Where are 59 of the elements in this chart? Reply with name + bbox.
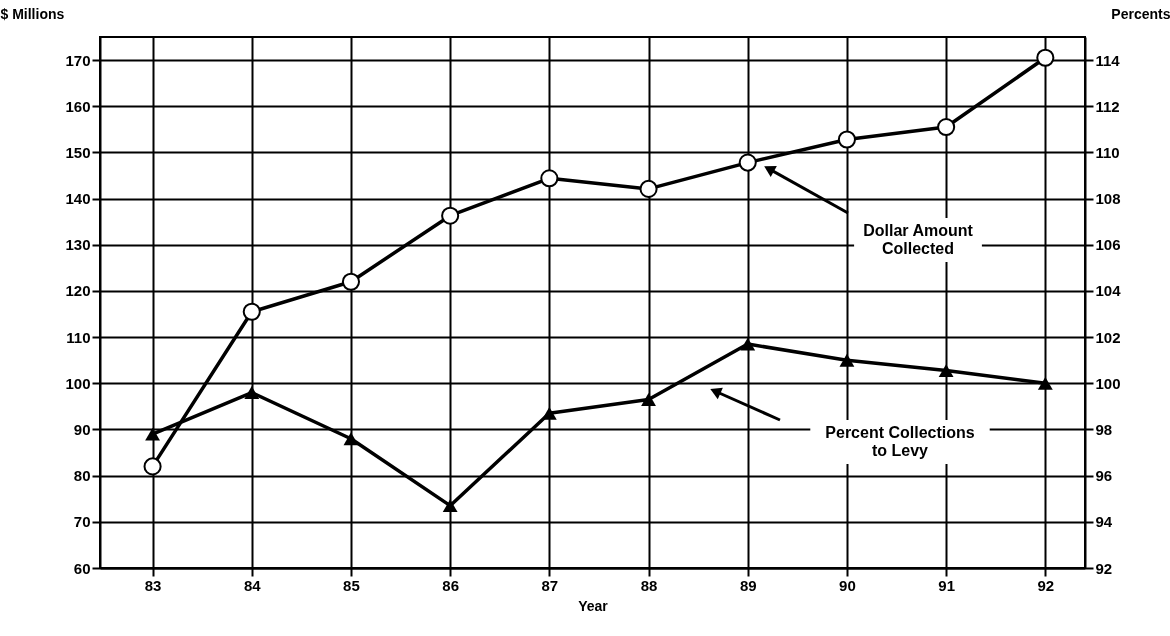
point bbox=[639, 179, 658, 198]
point bbox=[1036, 48, 1055, 67]
x-axis-title: Year bbox=[578, 597, 609, 614]
y-tick-label: 130 bbox=[65, 236, 91, 254]
point bbox=[143, 457, 162, 476]
point bbox=[1037, 376, 1053, 390]
point bbox=[937, 117, 956, 137]
y2-tick-label: 114 bbox=[1095, 51, 1121, 69]
x-tick-label: 84 bbox=[243, 576, 262, 594]
point bbox=[839, 353, 855, 367]
y-tick-label: 100 bbox=[65, 374, 91, 392]
point bbox=[541, 406, 557, 420]
y-tick-label: 160 bbox=[65, 97, 91, 115]
y2-tick-label: 94 bbox=[1095, 513, 1113, 531]
x-tick-label: 83 bbox=[144, 576, 162, 594]
y-tick-label: 150 bbox=[65, 143, 91, 161]
point bbox=[244, 386, 260, 399]
y2-axis-title: Percents bbox=[1111, 5, 1170, 22]
x-tick-label: 85 bbox=[343, 576, 360, 594]
y-axis-title: $ Millions bbox=[0, 5, 65, 22]
y-tick-label: 140 bbox=[65, 190, 91, 208]
y2-tick-label: 96 bbox=[1095, 467, 1113, 485]
x-tick-label: 92 bbox=[1037, 576, 1055, 594]
annotation: Dollar Amount Collected bbox=[863, 222, 974, 257]
point bbox=[343, 432, 359, 446]
point bbox=[938, 364, 954, 378]
y2-tick-label: 98 bbox=[1095, 420, 1113, 438]
y-tick-label: 60 bbox=[73, 559, 91, 577]
x-tick-label: 89 bbox=[739, 576, 757, 594]
point bbox=[341, 272, 361, 291]
y2-tick-label: 104 bbox=[1095, 282, 1122, 300]
y-tick-label: 120 bbox=[65, 282, 91, 300]
point bbox=[837, 130, 856, 149]
x-tick-label: 91 bbox=[938, 576, 955, 594]
y2-tick-label: 108 bbox=[1095, 190, 1121, 208]
y-tick-label: 110 bbox=[66, 328, 91, 346]
y2-tick-label: 102 bbox=[1095, 328, 1121, 346]
point bbox=[738, 153, 757, 172]
x-tick-label: 88 bbox=[640, 576, 658, 594]
x-tick-label: 87 bbox=[541, 576, 559, 594]
point bbox=[242, 302, 261, 321]
x-tick-label: 86 bbox=[442, 576, 459, 594]
y-tick-label: 70 bbox=[73, 513, 91, 531]
y2-tick-label: 110 bbox=[1095, 143, 1120, 161]
point bbox=[641, 393, 656, 406]
y-tick-label: 170 bbox=[65, 51, 91, 69]
y-tick-label: 80 bbox=[73, 467, 91, 485]
x-tick-label: 90 bbox=[839, 576, 856, 594]
y2-tick-label: 106 bbox=[1095, 236, 1121, 254]
point bbox=[740, 337, 756, 351]
y-tick-label: 90 bbox=[73, 420, 91, 438]
point bbox=[442, 499, 458, 513]
y2-tick-label: 92 bbox=[1095, 559, 1113, 577]
y2-tick-label: 112 bbox=[1095, 97, 1120, 115]
point bbox=[145, 427, 160, 441]
point bbox=[441, 206, 460, 225]
y2-tick-label: 100 bbox=[1095, 374, 1121, 392]
point bbox=[540, 169, 559, 188]
annotation: Percent Collections to Levy bbox=[825, 424, 975, 459]
